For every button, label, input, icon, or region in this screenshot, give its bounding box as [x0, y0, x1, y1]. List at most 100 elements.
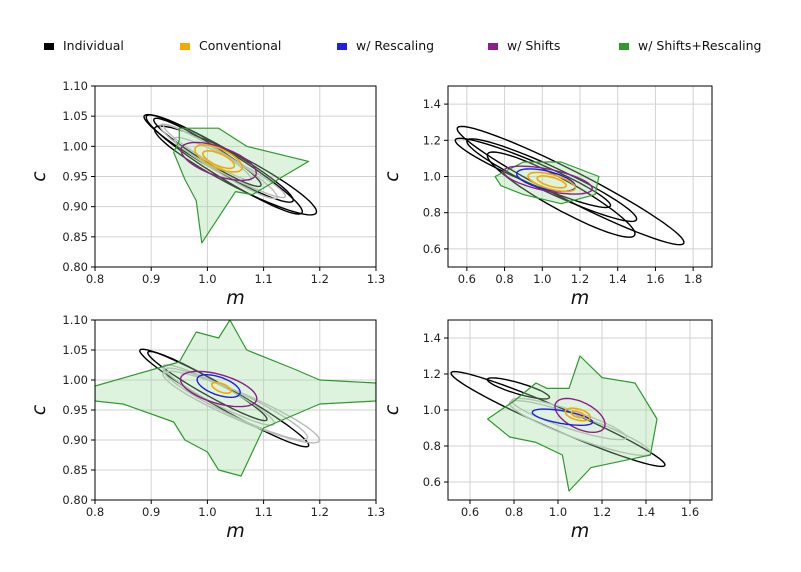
x-tick-label: 1.6	[681, 505, 699, 519]
y-tick-label: 1.2	[423, 367, 441, 381]
x-tick-label: 1.2	[593, 505, 611, 519]
contour-w-shifts-rescaling	[494, 161, 600, 205]
y-tick-label: 1.05	[62, 343, 88, 357]
x-tick-label: 0.8	[86, 272, 104, 286]
y-tick-label: 1.0	[423, 403, 441, 417]
x-tick-label: 1.0	[533, 272, 551, 286]
legend-entry-conventional: Conventional	[180, 38, 281, 53]
y-tick-label: 0.6	[423, 242, 441, 256]
y-tick-label: 0.80	[62, 493, 88, 507]
y-tick-label: 0.90	[62, 200, 88, 214]
x-tick-label: 1.4	[609, 272, 627, 286]
x-tick-label: 0.8	[495, 272, 513, 286]
y-tick-label: 0.80	[62, 260, 88, 274]
x-tick-label: 1.2	[311, 505, 329, 519]
x-tick-label: 0.8	[505, 505, 523, 519]
legend-label-rescaling: w/ Rescaling	[356, 38, 434, 53]
contour-w-rescaling	[196, 374, 241, 398]
legend-label-shifts: w/ Shifts	[507, 38, 560, 53]
x-axis-label: m	[571, 520, 590, 542]
legend-swatch-rescaling	[337, 43, 347, 50]
panel-bottom-right: 0.6 0.8 1.0 1.2 1.4 1.6 0.6 0.8 1.0 1.2 1.4 m c	[381, 319, 713, 542]
y-tick-label: 0.95	[62, 170, 88, 184]
contour-individual-faint	[162, 370, 321, 444]
x-tick-label: 0.6	[458, 272, 476, 286]
y-tick-label: 0.95	[62, 403, 88, 417]
y-tick-label: 1.00	[62, 373, 88, 387]
panel-top-right: 0.6 0.8 1.0 1.2 1.4 1.6 1.8 0.6 0.8 1.0 1.2 1.4 m c	[381, 85, 713, 309]
contour-individual	[466, 138, 638, 223]
legend-swatch-individual	[44, 43, 54, 50]
x-axis-label: m	[571, 287, 590, 309]
panel-bottom-left: 0.8 0.9 1.0 1.1 1.2 1.3 0.80 0.85 0.90 0.95 1.00 1.…	[28, 313, 385, 542]
x-tick-label: 1.0	[198, 272, 216, 286]
legend-entry-shifts-rescaling: w/ Shifts+Rescaling	[619, 38, 761, 53]
legend-entry-shifts: w/ Shifts	[488, 38, 560, 53]
y-tick-label: 1.2	[423, 133, 441, 147]
contour-conventional	[211, 381, 232, 394]
x-tick-label: 0.9	[142, 272, 160, 286]
plot-area	[450, 355, 666, 492]
x-tick-label: 0.9	[142, 505, 160, 519]
contour-w-shifts-rescaling	[173, 127, 310, 244]
plot-area	[454, 125, 685, 246]
y-tick-label: 0.8	[423, 439, 441, 453]
contour-individual-faint	[511, 397, 627, 441]
legend-swatch-conventional	[180, 43, 190, 50]
y-tick-label: 0.85	[62, 463, 88, 477]
contour-conventional	[202, 149, 236, 170]
legend: Individual Conventional w/ Rescaling w/ …	[44, 38, 761, 53]
contour-individual	[153, 125, 318, 216]
contour-w-shifts-rescaling	[487, 355, 658, 492]
x-tick-label: 1.0	[198, 505, 216, 519]
contour-conventional	[527, 171, 577, 193]
y-tick-label: 1.4	[423, 331, 441, 345]
x-tick-label: 1.8	[684, 272, 702, 286]
contour-individual	[454, 137, 612, 209]
plot-area	[143, 113, 318, 244]
x-tick-label: 1.6	[646, 272, 664, 286]
x-tick-label: 1.0	[549, 505, 567, 519]
y-tick-label: 1.00	[62, 139, 88, 153]
y-tick-label: 1.4	[423, 97, 441, 111]
contour-w-shifts-rescaling	[95, 320, 376, 477]
y-axis-label: c	[381, 171, 403, 182]
contour-w-shifts	[180, 141, 258, 182]
y-axis-label: c	[381, 404, 403, 415]
y-tick-label: 0.90	[62, 433, 88, 447]
contour-individual	[486, 377, 551, 400]
x-tick-label: 1.1	[254, 272, 272, 286]
y-tick-label: 1.0	[423, 170, 441, 184]
y-tick-label: 1.10	[62, 313, 88, 327]
y-tick-label: 0.85	[62, 230, 88, 244]
x-axis-label: m	[226, 287, 245, 309]
contour-w-rescaling	[531, 408, 594, 426]
x-tick-label: 1.1	[254, 505, 272, 519]
x-tick-label: 1.2	[311, 272, 329, 286]
legend-swatch-shifts	[488, 43, 498, 50]
legend-label-conventional: Conventional	[199, 38, 281, 53]
contour-w-shifts	[179, 370, 258, 408]
x-tick-label: 1.3	[367, 272, 385, 286]
contour-individual	[450, 370, 666, 468]
y-tick-label: 1.10	[62, 79, 88, 93]
legend-label-individual: Individual	[63, 38, 124, 53]
x-axis-label: m	[226, 520, 245, 542]
plot-area	[95, 320, 376, 477]
contour-conventional	[570, 410, 585, 419]
x-tick-label: 1.4	[637, 505, 655, 519]
y-axis-label: c	[28, 171, 50, 182]
panel-top-left: 0.8 0.9 1.0 1.1 1.2 1.3 0.80 0.85 0.90 0.95 1.00 1.…	[28, 79, 385, 309]
contour-individual-faint	[508, 399, 652, 457]
contour-individual-faint	[159, 123, 278, 200]
y-axis-label: c	[28, 404, 50, 415]
contour-conventional	[564, 407, 592, 422]
y-tick-label: 0.6	[423, 475, 441, 489]
legend-entry-rescaling: w/ Rescaling	[337, 38, 434, 53]
contour-conventional	[194, 144, 244, 173]
x-tick-label: 1.3	[367, 505, 385, 519]
contour-individual-faint	[173, 136, 287, 199]
legend-swatch-shifts-rescaling	[619, 43, 629, 50]
contour-conventional	[536, 175, 568, 189]
